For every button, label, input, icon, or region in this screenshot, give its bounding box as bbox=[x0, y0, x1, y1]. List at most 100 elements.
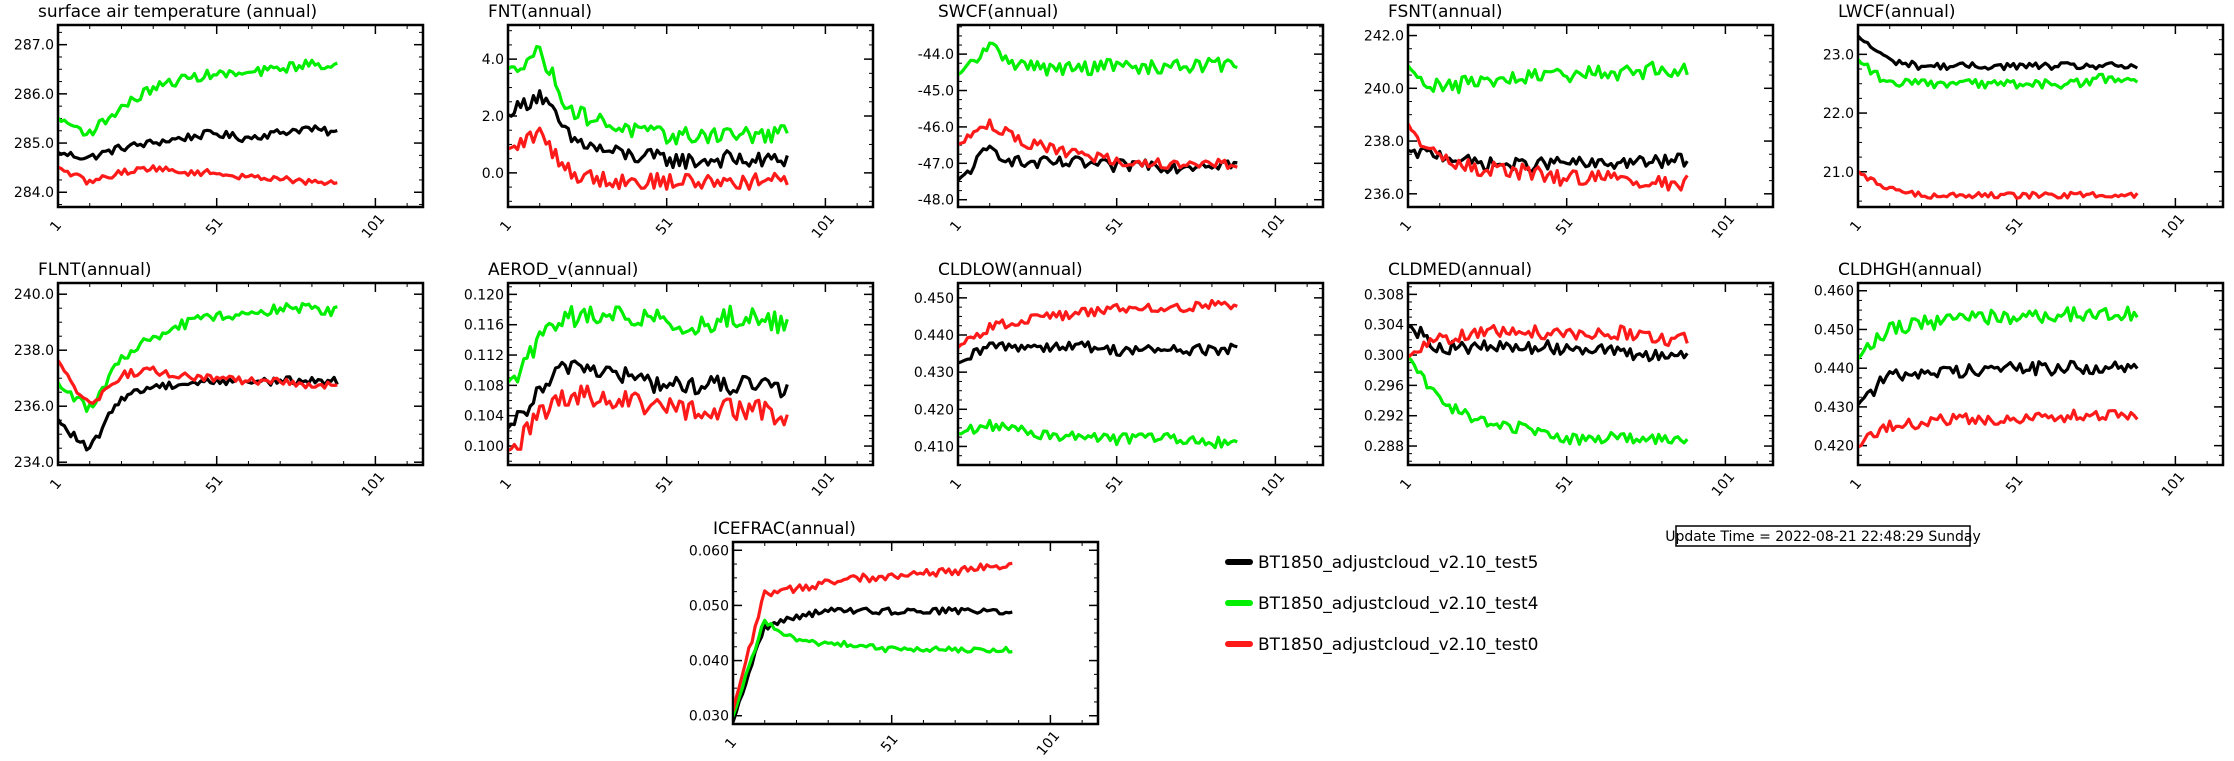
y-tick-label: 0.450 bbox=[914, 291, 954, 307]
panel-cldmed-annual: CLDMED(annual) 0.288 0.292 0.296 0.300 0.304 0… bbox=[1364, 260, 1775, 500]
x-tick-label: 51 bbox=[1553, 473, 1577, 497]
series-line-test0 bbox=[1409, 324, 1689, 359]
x-tick-label: 51 bbox=[2003, 215, 2027, 239]
y-tick-label: 0.460 bbox=[1814, 284, 1854, 300]
panel-aerod-v-annual: AEROD_v(annual) 0.100 0.104 0.108 0.112 0.116… bbox=[464, 260, 875, 500]
series-line-test4 bbox=[959, 418, 1238, 450]
y-tick-label: -44.0 bbox=[918, 47, 954, 63]
y-tick-label: 238.0 bbox=[14, 343, 54, 359]
plot-frame bbox=[1856, 23, 2225, 209]
y-tick-label: 22.0 bbox=[1823, 106, 1854, 122]
y-tick-label: -48.0 bbox=[918, 193, 954, 209]
panel-title: CLDMED(annual) bbox=[1388, 260, 1532, 280]
y-tick-label: 0.116 bbox=[464, 318, 504, 334]
y-tick-label: 0.420 bbox=[1814, 439, 1854, 455]
series-line-test0 bbox=[509, 126, 789, 191]
y-tick-label: 242.0 bbox=[1364, 29, 1404, 45]
y-tick-label: 0.060 bbox=[689, 543, 729, 559]
y-tick-label: 0.0 bbox=[482, 166, 504, 182]
y-tick-label: 0.410 bbox=[914, 439, 954, 455]
series-line-test5 bbox=[59, 124, 338, 161]
plot-frame bbox=[506, 281, 875, 467]
x-tick-label: 101 bbox=[1259, 469, 1288, 500]
legend-label-test0: BT1850_adjustcloud_v2.10_test0 bbox=[1258, 635, 1538, 655]
series-line-test5 bbox=[959, 340, 1238, 365]
y-tick-label: 0.030 bbox=[689, 709, 729, 725]
panel-title: SWCF(annual) bbox=[938, 2, 1058, 22]
y-tick-label: 0.108 bbox=[464, 378, 504, 394]
series-line-test4 bbox=[1859, 305, 2139, 360]
series-line-test4 bbox=[509, 304, 789, 384]
y-tick-label: 2.0 bbox=[482, 109, 504, 125]
series-line-test5 bbox=[1409, 146, 1689, 173]
series-line-test5 bbox=[959, 144, 1238, 182]
panel-swcf-annual: SWCF(annual) -48.0 -47.0 -46.0 -45.0 -44.0 1 51… bbox=[918, 2, 1325, 242]
y-tick-label: -46.0 bbox=[918, 120, 954, 136]
y-tick-label: 234.0 bbox=[14, 455, 54, 471]
y-tick-label: 0.100 bbox=[464, 439, 504, 455]
series-line-test4 bbox=[1409, 60, 1689, 95]
y-tick-label: 0.120 bbox=[464, 287, 504, 303]
panel-title: FSNT(annual) bbox=[1388, 2, 1503, 22]
plot-frame bbox=[1406, 281, 1775, 467]
legend-entry-test5: BT1850_adjustcloud_v2.10_test5 bbox=[1225, 553, 1538, 573]
plot-frame bbox=[956, 281, 1325, 467]
plot-frame bbox=[731, 540, 1100, 726]
series-line-test0 bbox=[959, 118, 1238, 170]
series-line-test5 bbox=[509, 359, 789, 430]
y-tick-label: 0.308 bbox=[1364, 287, 1404, 303]
y-tick-label: 240.0 bbox=[14, 287, 54, 303]
y-tick-label: 0.050 bbox=[689, 598, 729, 614]
y-tick-label: 0.300 bbox=[1364, 348, 1404, 364]
panel-flnt-annual: FLNT(annual) 234.0 236.0 238.0 240.0 1 51 101 bbox=[14, 260, 425, 500]
legend: BT1850_adjustcloud_v2.10_test5 BT1850_ad… bbox=[1225, 553, 1538, 655]
series-line-test4 bbox=[1859, 58, 2139, 90]
series-line-test5 bbox=[1859, 34, 2139, 72]
x-tick-label: 51 bbox=[2003, 473, 2027, 497]
y-tick-label: 0.430 bbox=[1814, 400, 1854, 416]
x-tick-label: 101 bbox=[2159, 211, 2188, 242]
x-tick-label: 101 bbox=[1259, 211, 1288, 242]
series-line-test4 bbox=[1409, 355, 1689, 446]
y-tick-label: 0.296 bbox=[1364, 378, 1404, 394]
x-tick-label: 101 bbox=[809, 211, 838, 242]
x-tick-label: 1 bbox=[1847, 476, 1865, 493]
x-tick-label: 1 bbox=[947, 218, 965, 235]
y-tick-label: 0.112 bbox=[464, 348, 504, 364]
plot-frame bbox=[956, 23, 1325, 209]
y-tick-label: 0.420 bbox=[914, 402, 954, 418]
x-tick-label: 101 bbox=[359, 469, 388, 500]
legend-entry-test4: BT1850_adjustcloud_v2.10_test4 bbox=[1225, 594, 1538, 614]
series-line-test4 bbox=[59, 58, 338, 137]
update-time-label: Update Time = 2022-08-21 22:48:29 Sunday bbox=[1665, 529, 1981, 545]
legend-entry-test0: BT1850_adjustcloud_v2.10_test0 bbox=[1225, 635, 1538, 655]
x-tick-label: 1 bbox=[47, 476, 65, 493]
x-tick-label: 51 bbox=[653, 473, 677, 497]
y-tick-label: 23.0 bbox=[1823, 47, 1854, 63]
series-line-test5 bbox=[1409, 325, 1689, 363]
panel-title: surface air temperature (annual) bbox=[38, 2, 317, 22]
y-tick-label: 0.440 bbox=[1814, 361, 1854, 377]
panels-group: surface air temperature (annual) 284.0 285… bbox=[14, 2, 2225, 759]
x-tick-label: 1 bbox=[947, 476, 965, 493]
x-tick-label: 101 bbox=[1709, 211, 1738, 242]
panel-title: AEROD_v(annual) bbox=[488, 260, 638, 280]
series-line-test0 bbox=[59, 164, 338, 186]
series-line-test5 bbox=[734, 606, 1013, 723]
series-line-test0 bbox=[959, 298, 1238, 349]
plot-frame bbox=[1856, 281, 2225, 467]
y-tick-label: 284.0 bbox=[14, 185, 54, 201]
y-tick-label: 287.0 bbox=[14, 38, 54, 54]
x-tick-label: 1 bbox=[1847, 218, 1865, 235]
panel-title: LWCF(annual) bbox=[1838, 2, 1956, 22]
y-tick-label: 0.450 bbox=[1814, 322, 1854, 338]
y-tick-label: 236.0 bbox=[14, 399, 54, 415]
plot-frame bbox=[1406, 23, 1775, 209]
legend-label-test5: BT1850_adjustcloud_v2.10_test5 bbox=[1258, 553, 1538, 573]
series-line-test0 bbox=[59, 359, 338, 405]
panel-cldhgh-annual: CLDHGH(annual) 0.420 0.430 0.440 0.450 0.460 1… bbox=[1814, 260, 2225, 500]
series-line-test4 bbox=[509, 44, 789, 146]
series-line-test4 bbox=[734, 618, 1013, 717]
y-tick-label: 0.430 bbox=[914, 365, 954, 381]
x-tick-label: 1 bbox=[497, 218, 515, 235]
